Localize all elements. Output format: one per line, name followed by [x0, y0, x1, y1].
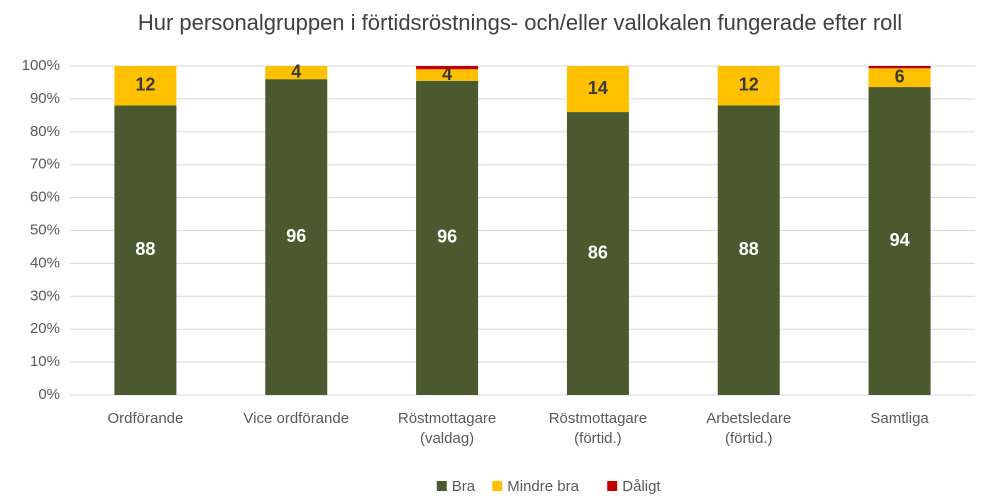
value-label: 4 — [291, 61, 301, 81]
x-tick-label: Ordförande — [107, 410, 183, 427]
bar-segment — [868, 66, 931, 69]
value-label: 88 — [135, 239, 155, 259]
bar-segment — [566, 112, 629, 395]
bar-segment — [265, 79, 328, 395]
bar-segment — [717, 105, 780, 395]
y-tick-label: 30% — [30, 287, 60, 304]
y-tick-label: 60% — [30, 189, 60, 206]
x-tick-label: (förtid.) — [725, 430, 773, 447]
y-tick-label: 20% — [30, 320, 60, 337]
value-label: 12 — [739, 74, 759, 94]
bar-segment — [566, 66, 629, 113]
legend-swatch — [492, 481, 503, 491]
value-label: 4 — [442, 64, 452, 84]
value-label: 12 — [135, 74, 155, 94]
x-tick-label: Röstmottagare — [398, 410, 496, 427]
legend-label: Mindre bra — [507, 478, 579, 495]
bar-segment — [868, 68, 931, 88]
legend-swatch — [607, 481, 618, 491]
x-tick-label: Arbetsledare — [706, 410, 791, 427]
y-tick-label: 100% — [22, 57, 60, 74]
value-label: 6 — [895, 66, 905, 86]
legend-swatch — [436, 481, 447, 491]
y-tick-label: 90% — [30, 90, 60, 107]
legend-label: Dåligt — [622, 478, 661, 495]
y-tick-label: 0% — [38, 386, 60, 403]
value-label: 96 — [437, 227, 457, 247]
y-tick-label: 80% — [30, 123, 60, 140]
x-tick-label: Röstmottagare — [549, 410, 647, 427]
chart-title: Hur personalgruppen i förtidsröstnings- … — [138, 10, 902, 35]
value-label: 14 — [588, 78, 608, 98]
value-label: 88 — [739, 239, 759, 259]
bar-segment — [416, 69, 479, 81]
y-tick-label: 70% — [30, 156, 60, 173]
value-label: 86 — [588, 242, 608, 262]
x-tick-label: (förtid.) — [574, 430, 622, 447]
y-tick-label: 40% — [30, 254, 60, 271]
bar-segment — [416, 66, 479, 70]
bar-segment — [868, 87, 931, 395]
y-tick-label: 50% — [30, 221, 60, 238]
bar-segment — [265, 66, 328, 80]
bar-segment — [114, 105, 177, 395]
bar-segment — [416, 80, 479, 396]
y-tick-label: 10% — [30, 353, 60, 370]
x-tick-label: Samtliga — [870, 410, 929, 427]
value-label: 94 — [890, 230, 910, 250]
bar-segment — [717, 66, 780, 106]
legend-label: Bra — [452, 478, 476, 495]
x-tick-label: Vice ordförande — [243, 410, 349, 427]
value-label: 96 — [286, 226, 306, 246]
x-tick-label: (valdag) — [420, 430, 474, 447]
bar-segment — [114, 66, 177, 106]
